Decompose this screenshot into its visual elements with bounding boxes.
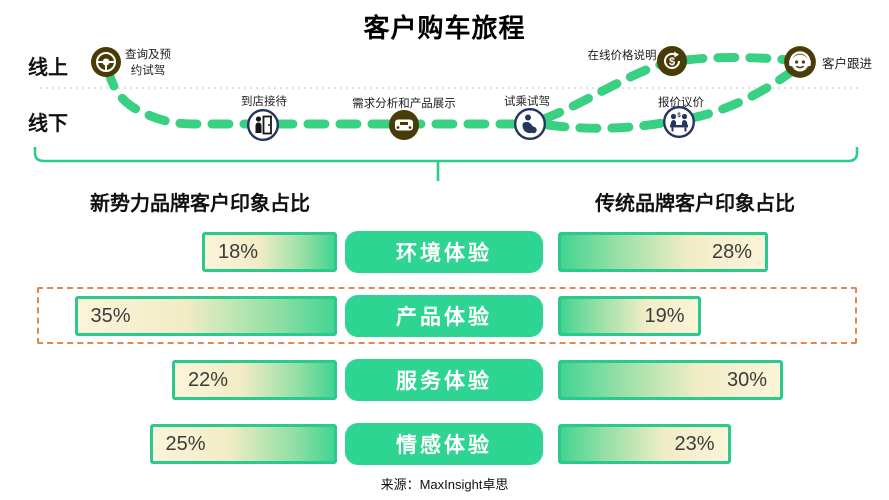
bar-value-label: 30%: [726, 368, 767, 391]
bar-new-force-emotion: 25%: [149, 424, 337, 464]
touchpoint-label-needs-analysis: 需求分析和产品展示: [352, 98, 456, 110]
source-attribution: 来源：MaxInsight卓思: [380, 477, 509, 492]
touchpoint-label-store-reception: 到店接待: [241, 96, 287, 108]
bar-traditional-emotion: 23%: [558, 424, 731, 464]
negotiation-icon: $: [662, 105, 696, 139]
comparison-row-product: 35% 产品体验 19%: [0, 295, 889, 337]
comparison-row-emotion: 25% 情感体验 23%: [0, 423, 889, 465]
customer-headset-icon: [782, 44, 818, 80]
online-track-label: 线上: [28, 57, 68, 79]
comparison-row-service: 22% 服务体验 30%: [0, 359, 889, 401]
test-drive-icon: [513, 107, 547, 141]
price-refresh-icon: $: [655, 44, 689, 78]
bar-value-label: 35%: [90, 304, 131, 327]
touchpoint-label-query-testdrive: 查询及预约试驾: [125, 49, 171, 77]
car-display-icon: [387, 108, 421, 142]
bar-value-label: 18%: [218, 240, 259, 263]
offline-track-label: 线下: [28, 113, 68, 135]
bar-value-label: 28%: [711, 240, 752, 263]
page-title: 客户购车旅程: [363, 13, 526, 43]
touchpoint-label-online-price: 在线价格说明: [587, 50, 657, 62]
category-label-product: 产品体验: [345, 295, 543, 337]
bar-value-label: 19%: [644, 304, 685, 327]
bar-new-force-environment: 18%: [202, 232, 337, 272]
bar-new-force-product: 35%: [74, 296, 337, 336]
journey-route-path: [103, 52, 805, 133]
steering-wheel-icon: [89, 45, 123, 79]
comparison-row-environment: 18% 环境体验 28%: [0, 231, 889, 273]
bar-new-force-service: 22%: [172, 360, 337, 400]
left-column-header: 新势力品牌客户印象占比: [90, 193, 310, 215]
bar-traditional-environment: 28%: [558, 232, 768, 272]
bar-value-label: 25%: [165, 432, 206, 455]
touchpoint-label-customer-followup: 客户跟进: [822, 57, 873, 71]
section-bracket: [33, 147, 859, 181]
bar-value-label: 22%: [188, 368, 229, 391]
category-label-emotion: 情感体验: [345, 423, 543, 465]
journey-route-graphic: [40, 52, 862, 133]
svg-text:$: $: [677, 113, 681, 119]
category-label-environment: 环境体验: [345, 231, 543, 273]
bar-value-label: 23%: [674, 432, 715, 455]
bar-traditional-service: 30%: [558, 360, 783, 400]
highlight-dashed-box: [37, 287, 857, 344]
right-column-header: 传统品牌客户印象占比: [595, 193, 795, 215]
bar-traditional-product: 19%: [558, 296, 701, 336]
category-label-service: 服务体验: [345, 359, 543, 401]
store-reception-icon: [246, 108, 280, 142]
touchpoint-label-test-drive: 试乘试驾: [504, 96, 550, 108]
svg-text:$: $: [669, 56, 675, 68]
touchpoint-label-quote-bargain: 报价议价: [658, 97, 704, 109]
